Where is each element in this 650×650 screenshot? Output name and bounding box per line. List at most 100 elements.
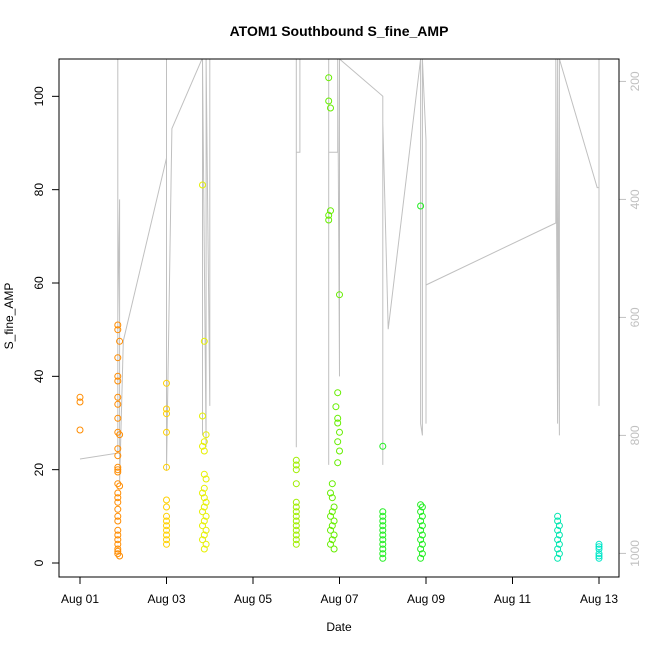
series-6	[554, 512, 563, 562]
data-point	[418, 531, 426, 539]
data-point	[199, 181, 206, 189]
data-point	[417, 554, 425, 562]
data-point	[202, 475, 210, 483]
data-point	[336, 291, 343, 299]
data-point	[199, 522, 206, 530]
data-point	[595, 545, 603, 553]
data-point	[116, 552, 124, 560]
series-5	[379, 202, 426, 562]
data-point	[200, 337, 208, 345]
data-point	[114, 480, 122, 488]
data-point	[418, 522, 426, 530]
data-point	[418, 512, 426, 520]
series-7	[595, 540, 603, 562]
data-point	[199, 508, 206, 516]
data-point	[379, 442, 387, 450]
data-point	[114, 326, 122, 334]
series-0	[76, 321, 124, 560]
data-point	[114, 463, 122, 471]
data-point	[114, 545, 122, 553]
data-point	[417, 536, 425, 544]
data-point	[114, 445, 122, 453]
data-point	[417, 517, 425, 525]
data-point	[114, 452, 122, 460]
data-point	[328, 522, 336, 530]
data-point	[417, 526, 425, 534]
data-point	[325, 74, 333, 82]
secondary-series-line	[79, 59, 600, 483]
data-point	[163, 522, 170, 530]
data-point	[336, 447, 343, 455]
data-point	[379, 536, 387, 544]
y-tick-label: 40	[32, 369, 46, 383]
secondary-tick-label: 600	[628, 307, 642, 327]
data-point	[292, 540, 300, 548]
data-point	[418, 503, 426, 511]
data-point	[163, 536, 170, 544]
data-point	[417, 501, 425, 509]
y-tick-label: 100	[32, 86, 46, 106]
data-point	[595, 552, 603, 560]
series-3	[292, 456, 300, 548]
data-point	[328, 508, 336, 516]
data-point	[292, 512, 300, 520]
data-point	[292, 526, 300, 534]
data-point	[163, 428, 170, 436]
data-point	[554, 526, 562, 534]
series-2	[199, 181, 210, 553]
data-point	[114, 512, 122, 520]
data-point	[292, 536, 300, 544]
x-tick-label: Aug 11	[494, 592, 531, 606]
data-point	[554, 554, 562, 562]
data-point	[200, 484, 208, 492]
data-point	[114, 489, 122, 497]
data-point	[163, 496, 170, 504]
series-4	[325, 74, 343, 553]
data-point	[114, 393, 122, 401]
data-point	[555, 540, 563, 548]
series-1	[163, 379, 170, 548]
data-point	[379, 526, 387, 534]
data-point	[202, 512, 210, 520]
y-tick-label: 80	[32, 183, 46, 197]
data-point	[330, 503, 338, 511]
data-point	[163, 503, 170, 511]
data-point	[163, 405, 170, 413]
data-point	[114, 505, 122, 513]
data-point	[114, 531, 122, 539]
data-point	[163, 410, 170, 418]
data-point	[325, 216, 333, 224]
plot-frame	[58, 58, 620, 578]
data-point	[328, 480, 336, 488]
secondary-tick-label: 200	[628, 71, 642, 91]
data-point	[330, 517, 338, 525]
y-tick-label: 20	[32, 463, 46, 477]
data-point	[116, 431, 124, 439]
data-point	[595, 554, 603, 562]
data-point	[328, 494, 336, 502]
data-point	[163, 512, 170, 520]
data-point	[114, 377, 122, 385]
points-layer	[76, 74, 603, 562]
data-point	[292, 480, 300, 488]
secondary-tick-label: 800	[628, 425, 642, 445]
data-point	[200, 447, 208, 455]
data-point	[163, 540, 170, 548]
data-point	[325, 211, 333, 219]
data-point	[114, 354, 122, 362]
y-tick-label: 0	[32, 559, 46, 566]
data-point	[200, 545, 208, 553]
data-point	[334, 389, 342, 397]
data-point	[327, 489, 334, 497]
data-point	[327, 512, 334, 520]
data-point	[327, 207, 334, 215]
data-point	[555, 550, 563, 558]
data-point	[114, 494, 122, 502]
data-point	[325, 97, 333, 105]
data-point	[114, 536, 122, 544]
data-point	[328, 536, 336, 544]
data-point	[114, 517, 122, 525]
data-point	[200, 503, 208, 511]
